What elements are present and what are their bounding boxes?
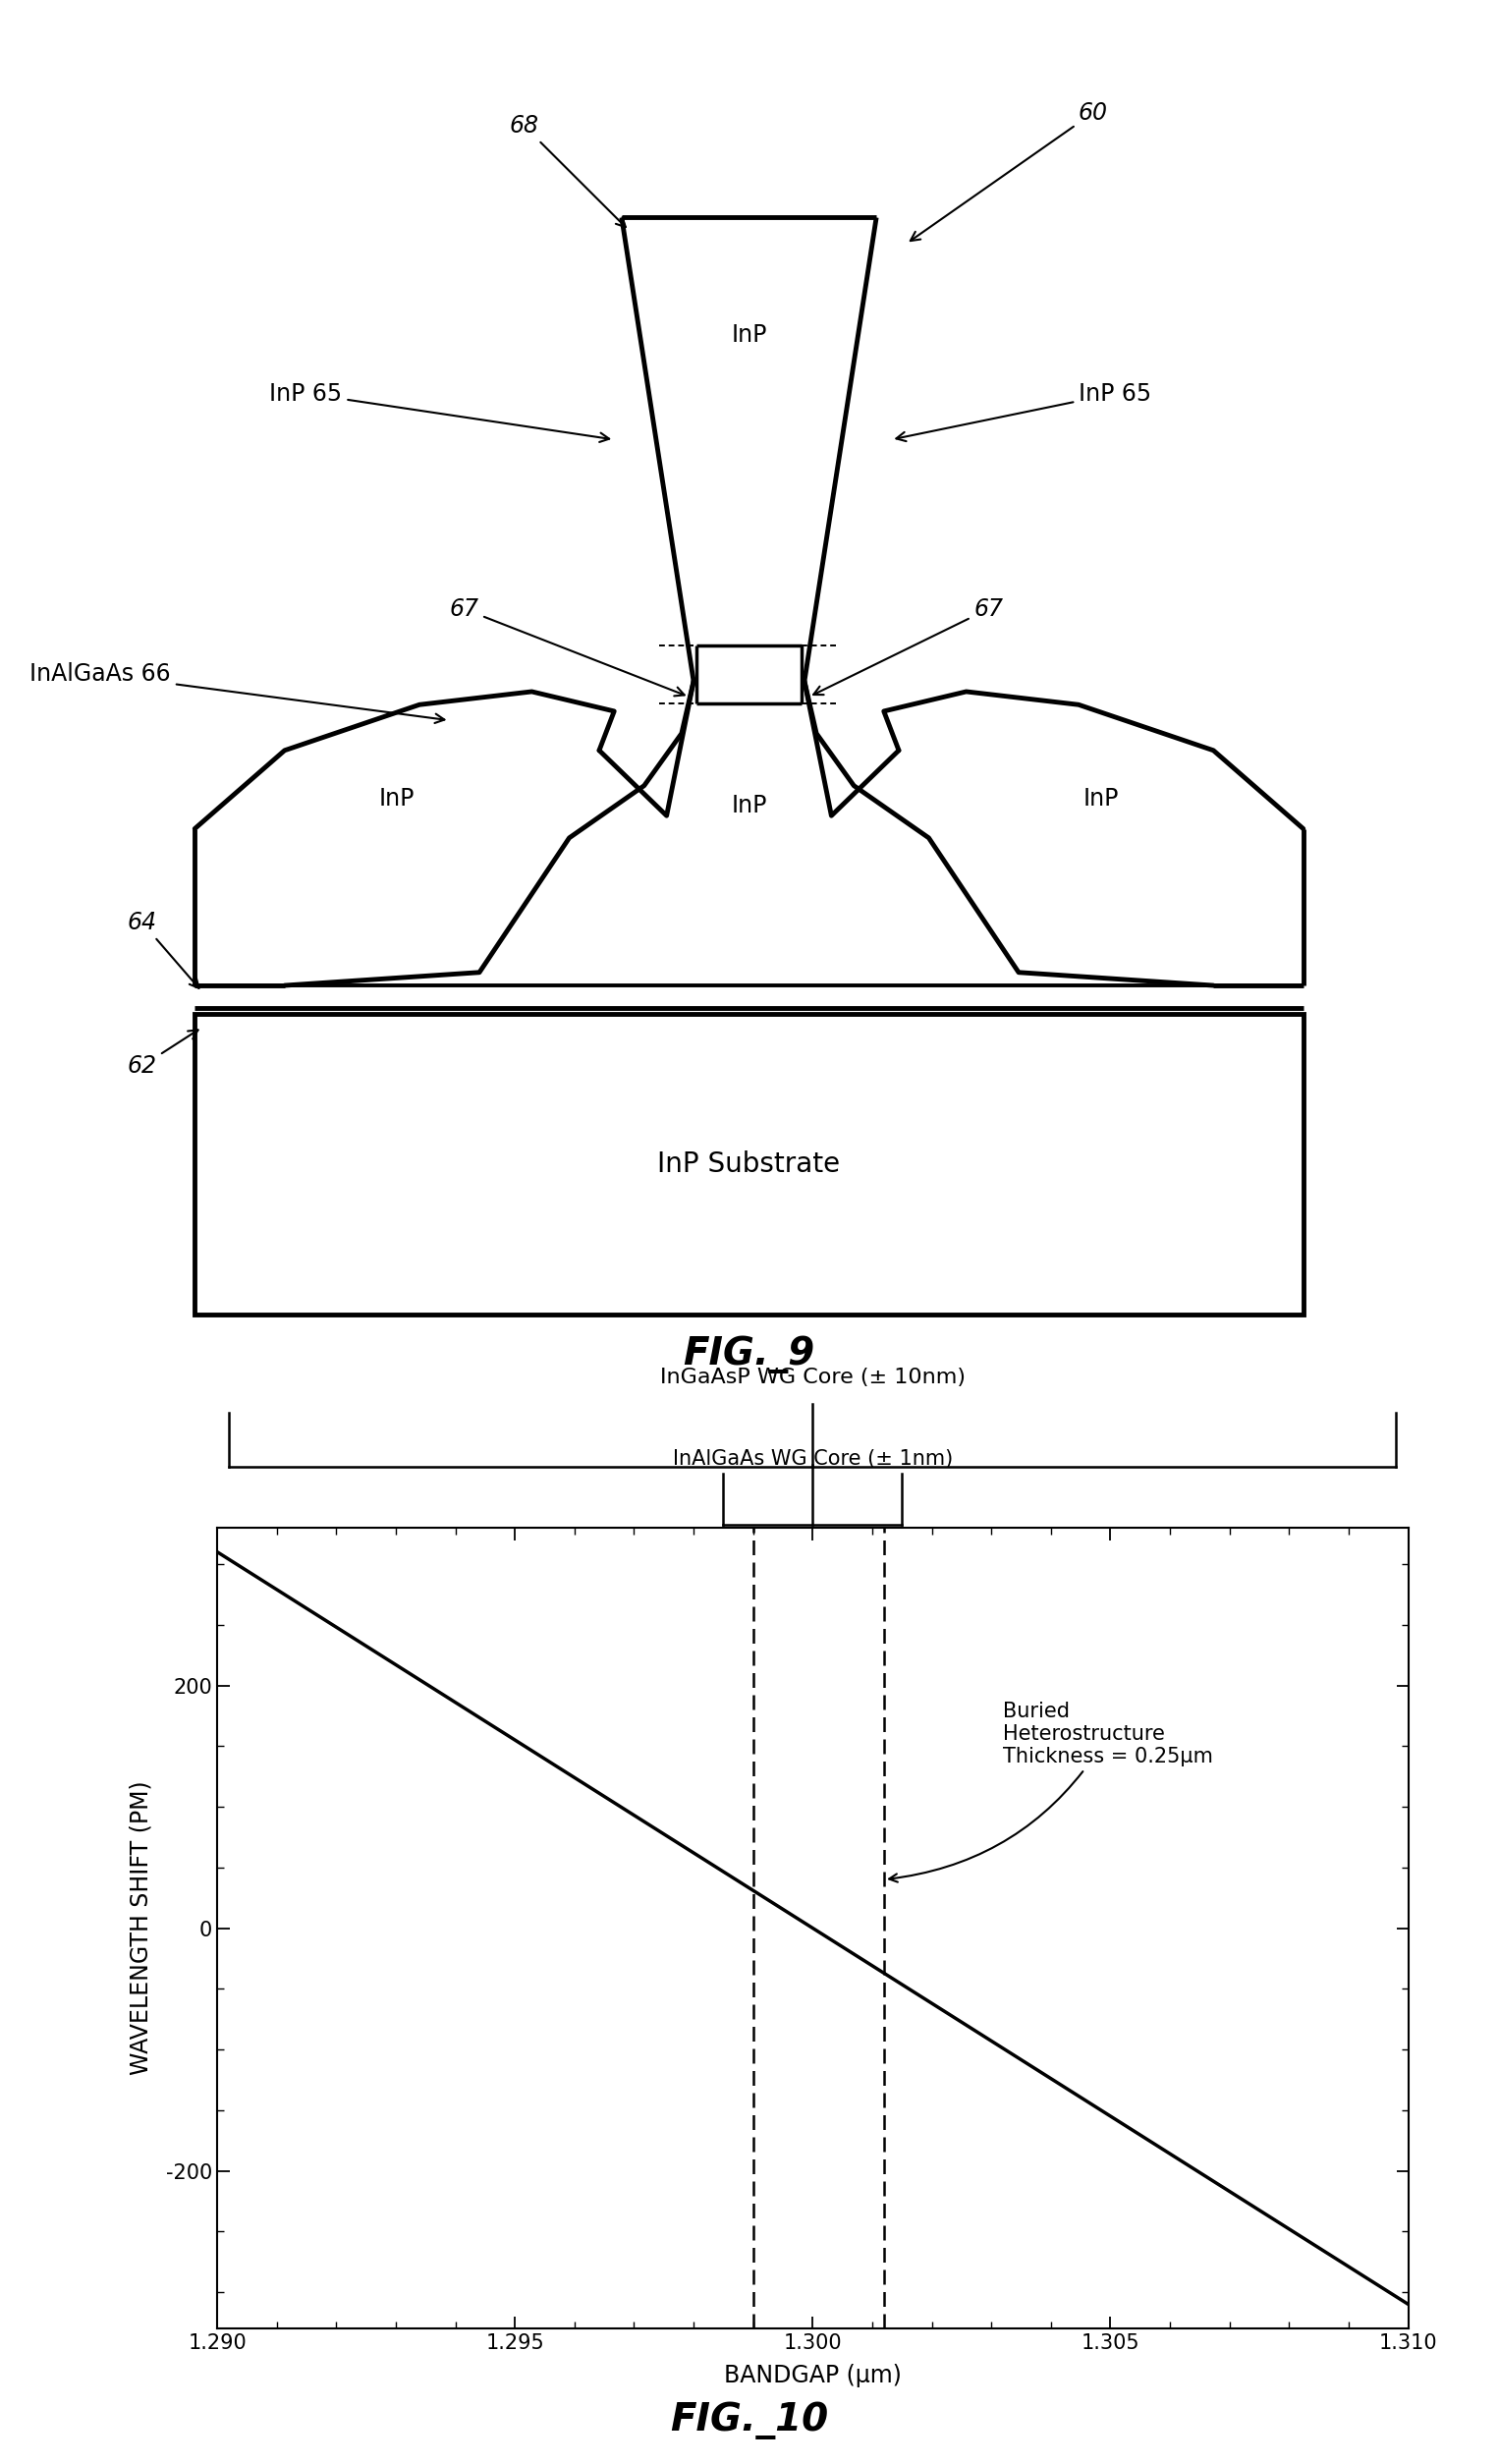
Text: Buried
Heterostructure
Thickness = 0.25μm: Buried Heterostructure Thickness = 0.25μ… (890, 1700, 1213, 1882)
Text: InP 65: InP 65 (270, 382, 610, 441)
Text: 67: 67 (813, 596, 1004, 695)
Text: InP 65: InP 65 (896, 382, 1152, 441)
Text: 68: 68 (509, 113, 626, 227)
Text: FIG._9: FIG._9 (683, 1335, 815, 1372)
Text: FIG._10: FIG._10 (670, 2402, 828, 2439)
Text: InP Substrate: InP Substrate (658, 1151, 840, 1178)
Text: InP: InP (731, 793, 767, 818)
Text: 60: 60 (911, 101, 1109, 241)
X-axis label: BANDGAP (μm): BANDGAP (μm) (724, 2363, 902, 2388)
Text: InAlGaAs 66: InAlGaAs 66 (30, 663, 445, 722)
Text: InP: InP (731, 323, 767, 347)
Text: InP: InP (379, 786, 415, 811)
Text: 67: 67 (449, 596, 685, 695)
Text: InAlGaAs WG Core (± 1nm): InAlGaAs WG Core (± 1nm) (673, 1449, 953, 1469)
Text: InP: InP (1083, 786, 1119, 811)
Text: 62: 62 (127, 1030, 198, 1077)
Text: InGaAsP WG Core (± 10nm): InGaAsP WG Core (± 10nm) (661, 1368, 965, 1387)
Text: 64: 64 (127, 912, 199, 988)
Y-axis label: WAVELENGTH SHIFT (PM): WAVELENGTH SHIFT (PM) (129, 1781, 153, 2075)
